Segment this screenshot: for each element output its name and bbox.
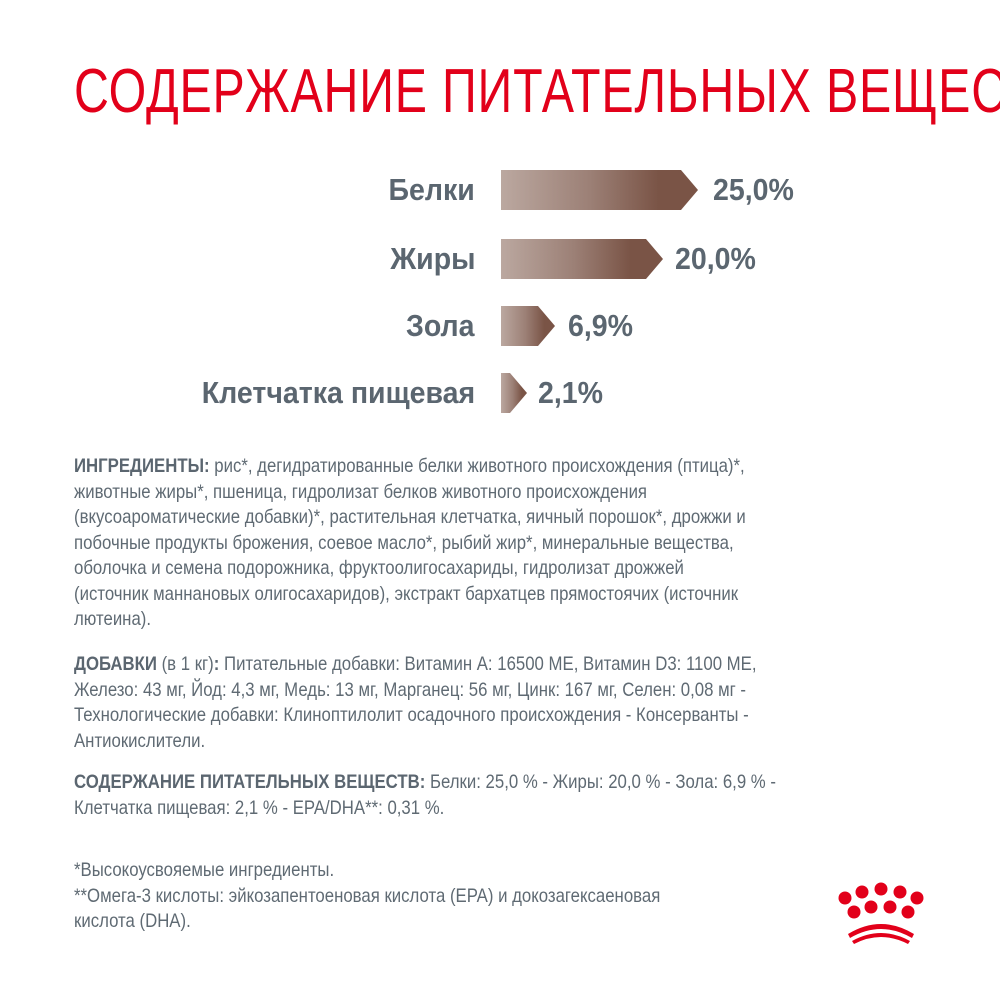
chart-label: Клетчатка пищевая <box>201 375 475 410</box>
nutrient-bar-chart: Белки 25,0% Жиры 20,0% Зола 6,9% Клетчат… <box>0 0 1000 430</box>
chart-label: Белки <box>388 172 475 207</box>
footnote: кислота (DHA). <box>74 910 191 932</box>
ingredients-section: ИНГРЕДИЕНТЫ: рис*, дегидратированные бел… <box>74 454 951 633</box>
chart-value: 2,1% <box>538 375 604 410</box>
nutrients-heading: СОДЕРЖАНИЕ ПИТАТЕЛЬНЫХ ВЕЩЕСТВ: <box>74 771 426 793</box>
nutrients-line: Клетчатка пищевая: 2,1 % - EPA/DHA**: 0,… <box>74 796 445 819</box>
chart-bar <box>501 306 555 346</box>
ingredients-line: оболочка и семена подорожника, фруктооли… <box>74 557 684 579</box>
additives-heading: ДОБАВКИ <box>74 653 157 675</box>
chart-row-fiber: Клетчатка пищевая 2,1% <box>0 373 1000 413</box>
ingredients-heading: ИНГРЕДИЕНТЫ: <box>74 455 210 477</box>
footnote: **Омега-3 кислоты: эйкозапентоеновая кис… <box>74 884 661 907</box>
chart-row-fat: Жиры 20,0% <box>0 239 1000 279</box>
additives-line: Технологические добавки: Клиноптилолит о… <box>74 704 749 726</box>
chart-bar <box>501 239 663 279</box>
chart-row-ash: Зола 6,9% <box>0 306 1000 346</box>
footnotes: *Высокоусвояемые ингредиенты. **Омега-3 … <box>74 858 934 935</box>
chart-bar <box>501 170 698 210</box>
additives-line: ДОБАВКИ (в 1 кг): Питательные добавки: В… <box>74 653 757 675</box>
additives-section: ДОБАВКИ (в 1 кг): Питательные добавки: В… <box>74 652 951 754</box>
ingredients-line: (вкусоароматические добавки)*, раститель… <box>74 506 746 528</box>
chart-row-protein: Белки 25,0% <box>0 170 1000 210</box>
nutrients-line: СОДЕРЖАНИЕ ПИТАТЕЛЬНЫХ ВЕЩЕСТВ: Белки: 2… <box>74 771 776 793</box>
chart-value: 6,9% <box>568 308 634 343</box>
additives-line: Антиокислители. <box>74 729 206 752</box>
nutrients-section: СОДЕРЖАНИЕ ПИТАТЕЛЬНЫХ ВЕЩЕСТВ: Белки: 2… <box>74 770 951 821</box>
chart-value: 25,0% <box>713 172 794 207</box>
additives-line: Железо: 43 мг, Йод: 4,3 мг, Медь: 13 мг,… <box>74 678 746 701</box>
ingredients-line: побочные продукты брожения, соевое масло… <box>74 531 734 554</box>
chart-bar <box>501 373 527 413</box>
footnote: *Высокоусвояемые ингредиенты. <box>74 859 335 881</box>
chart-label: Жиры <box>389 241 475 276</box>
ingredients-line: лютеина). <box>74 608 152 630</box>
chart-value: 20,0% <box>675 241 756 276</box>
ingredients-line: (источник маннановых олигосахаридов), эк… <box>74 582 739 605</box>
royal-canin-crown-icon <box>832 876 930 948</box>
ingredients-line: животные жиры*, пшеница, гидролизат белк… <box>74 480 648 503</box>
chart-label: Зола <box>406 308 475 343</box>
ingredients-line: ИНГРЕДИЕНТЫ: рис*, дегидратированные бел… <box>74 455 745 477</box>
